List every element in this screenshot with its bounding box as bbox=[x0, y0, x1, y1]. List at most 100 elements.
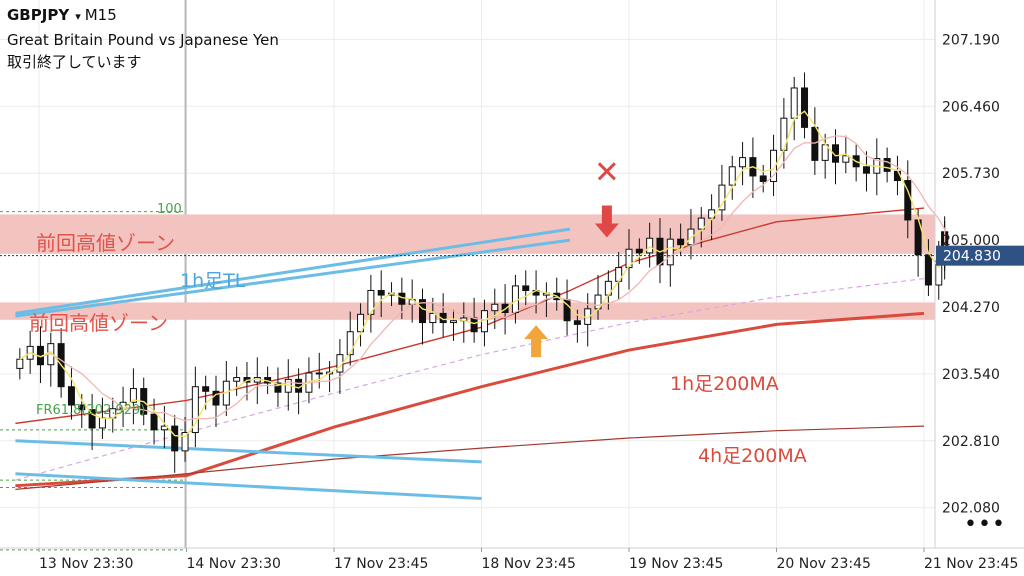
trendline bbox=[15, 439, 482, 464]
market-status: 取引終了しています bbox=[7, 53, 142, 71]
trendline bbox=[15, 472, 482, 501]
candle bbox=[129, 368, 137, 425]
candle-body bbox=[191, 386, 199, 434]
candle bbox=[212, 375, 220, 428]
candle bbox=[88, 394, 96, 450]
candle bbox=[790, 76, 798, 141]
candle bbox=[253, 357, 261, 405]
candle bbox=[222, 361, 230, 417]
candle-body bbox=[150, 413, 158, 431]
candle-body bbox=[790, 87, 798, 119]
candle bbox=[862, 151, 870, 192]
candle bbox=[346, 311, 354, 366]
candle-body bbox=[315, 372, 323, 375]
x-tick-label: 17 Nov 23:45 bbox=[334, 556, 428, 572]
candle-body bbox=[67, 386, 75, 406]
candle bbox=[625, 229, 633, 290]
candle-body bbox=[129, 388, 137, 403]
y-tick-label: 205.730 bbox=[942, 166, 1000, 182]
candle-body bbox=[171, 425, 179, 452]
candle bbox=[357, 303, 365, 347]
ma-label: 1h足200MA bbox=[670, 373, 779, 395]
candle bbox=[718, 164, 726, 221]
candle bbox=[522, 270, 530, 306]
candle bbox=[67, 366, 75, 420]
candle bbox=[181, 416, 189, 462]
candle bbox=[429, 297, 437, 334]
candle-body bbox=[759, 175, 767, 182]
candle-body bbox=[367, 289, 375, 315]
candle-body bbox=[491, 303, 499, 312]
candle-body bbox=[862, 166, 870, 174]
candle bbox=[326, 361, 334, 393]
cross-stroke bbox=[597, 162, 616, 181]
candle bbox=[832, 129, 839, 185]
candle-body bbox=[78, 404, 86, 411]
candle bbox=[274, 367, 282, 407]
candle bbox=[770, 134, 778, 197]
candle bbox=[728, 155, 736, 200]
current-price-badge bbox=[936, 245, 1024, 266]
candle-body bbox=[295, 378, 303, 393]
x-tick-label: 18 Nov 23:45 bbox=[482, 556, 576, 572]
candle-body bbox=[346, 331, 354, 356]
x-tick-label: 19 Nov 23:45 bbox=[629, 556, 723, 572]
arrow-down-icon bbox=[594, 205, 619, 238]
y-tick-label: 207.190 bbox=[942, 32, 1000, 48]
candle bbox=[367, 274, 375, 333]
candle-body bbox=[98, 417, 106, 429]
candle-body bbox=[728, 166, 736, 186]
candle-body bbox=[573, 320, 581, 325]
candle bbox=[315, 352, 323, 389]
candle-body bbox=[832, 144, 839, 163]
ma-label: 4h足200MA bbox=[698, 445, 807, 467]
candle-body bbox=[677, 238, 685, 246]
candle bbox=[377, 270, 385, 318]
candle-body bbox=[357, 313, 365, 333]
cross-marker-icon bbox=[597, 162, 616, 181]
symbol-label: GBPJPY bbox=[7, 6, 70, 24]
y-tick-label: 202.080 bbox=[942, 501, 1000, 517]
candle bbox=[16, 348, 24, 380]
y-tick-label: 204.270 bbox=[942, 300, 1000, 316]
candle-body bbox=[666, 238, 674, 266]
chevron-down-icon[interactable]: ▾ bbox=[75, 10, 81, 23]
candle-body bbox=[811, 126, 819, 161]
candle-body bbox=[801, 87, 809, 128]
moving-average-line bbox=[19, 110, 946, 438]
candle bbox=[419, 288, 426, 345]
candle bbox=[47, 332, 55, 387]
candle-body bbox=[770, 149, 778, 182]
candle bbox=[584, 293, 592, 347]
candle bbox=[801, 72, 809, 139]
symbol-description: Great Britain Pound vs Japanese Yen bbox=[7, 31, 279, 49]
candle-body bbox=[212, 390, 220, 406]
candle bbox=[305, 357, 313, 404]
symbol-selector[interactable]: GBPJPY ▾ M15 bbox=[7, 6, 117, 24]
arrow-up-icon bbox=[524, 325, 549, 358]
candle bbox=[852, 144, 860, 182]
candle bbox=[635, 238, 643, 264]
x-tick-label: 13 Nov 23:30 bbox=[39, 556, 133, 572]
timeframe-label[interactable]: M15 bbox=[84, 6, 117, 24]
y-tick-label: 205.000 bbox=[942, 233, 1000, 249]
candle-body bbox=[842, 155, 850, 163]
candle-body bbox=[893, 170, 901, 182]
candle bbox=[759, 164, 767, 193]
candle-body bbox=[419, 299, 426, 324]
candle-body bbox=[398, 292, 406, 305]
candle bbox=[924, 239, 932, 296]
candle-body bbox=[470, 317, 478, 333]
candle-body bbox=[449, 320, 457, 324]
candle bbox=[171, 415, 179, 473]
y-tick-label: 203.540 bbox=[942, 367, 1000, 383]
more-options-icon[interactable]: ••• bbox=[964, 512, 1006, 537]
zone-label: 前回高値ゾーン bbox=[29, 311, 168, 335]
candle-body bbox=[202, 386, 210, 392]
x-tick-label: 14 Nov 23:30 bbox=[187, 556, 281, 572]
trendline-label: 1h足TL bbox=[180, 270, 246, 292]
moving-average-line bbox=[15, 277, 925, 481]
candle-body bbox=[181, 432, 189, 452]
trendline bbox=[15, 238, 571, 318]
